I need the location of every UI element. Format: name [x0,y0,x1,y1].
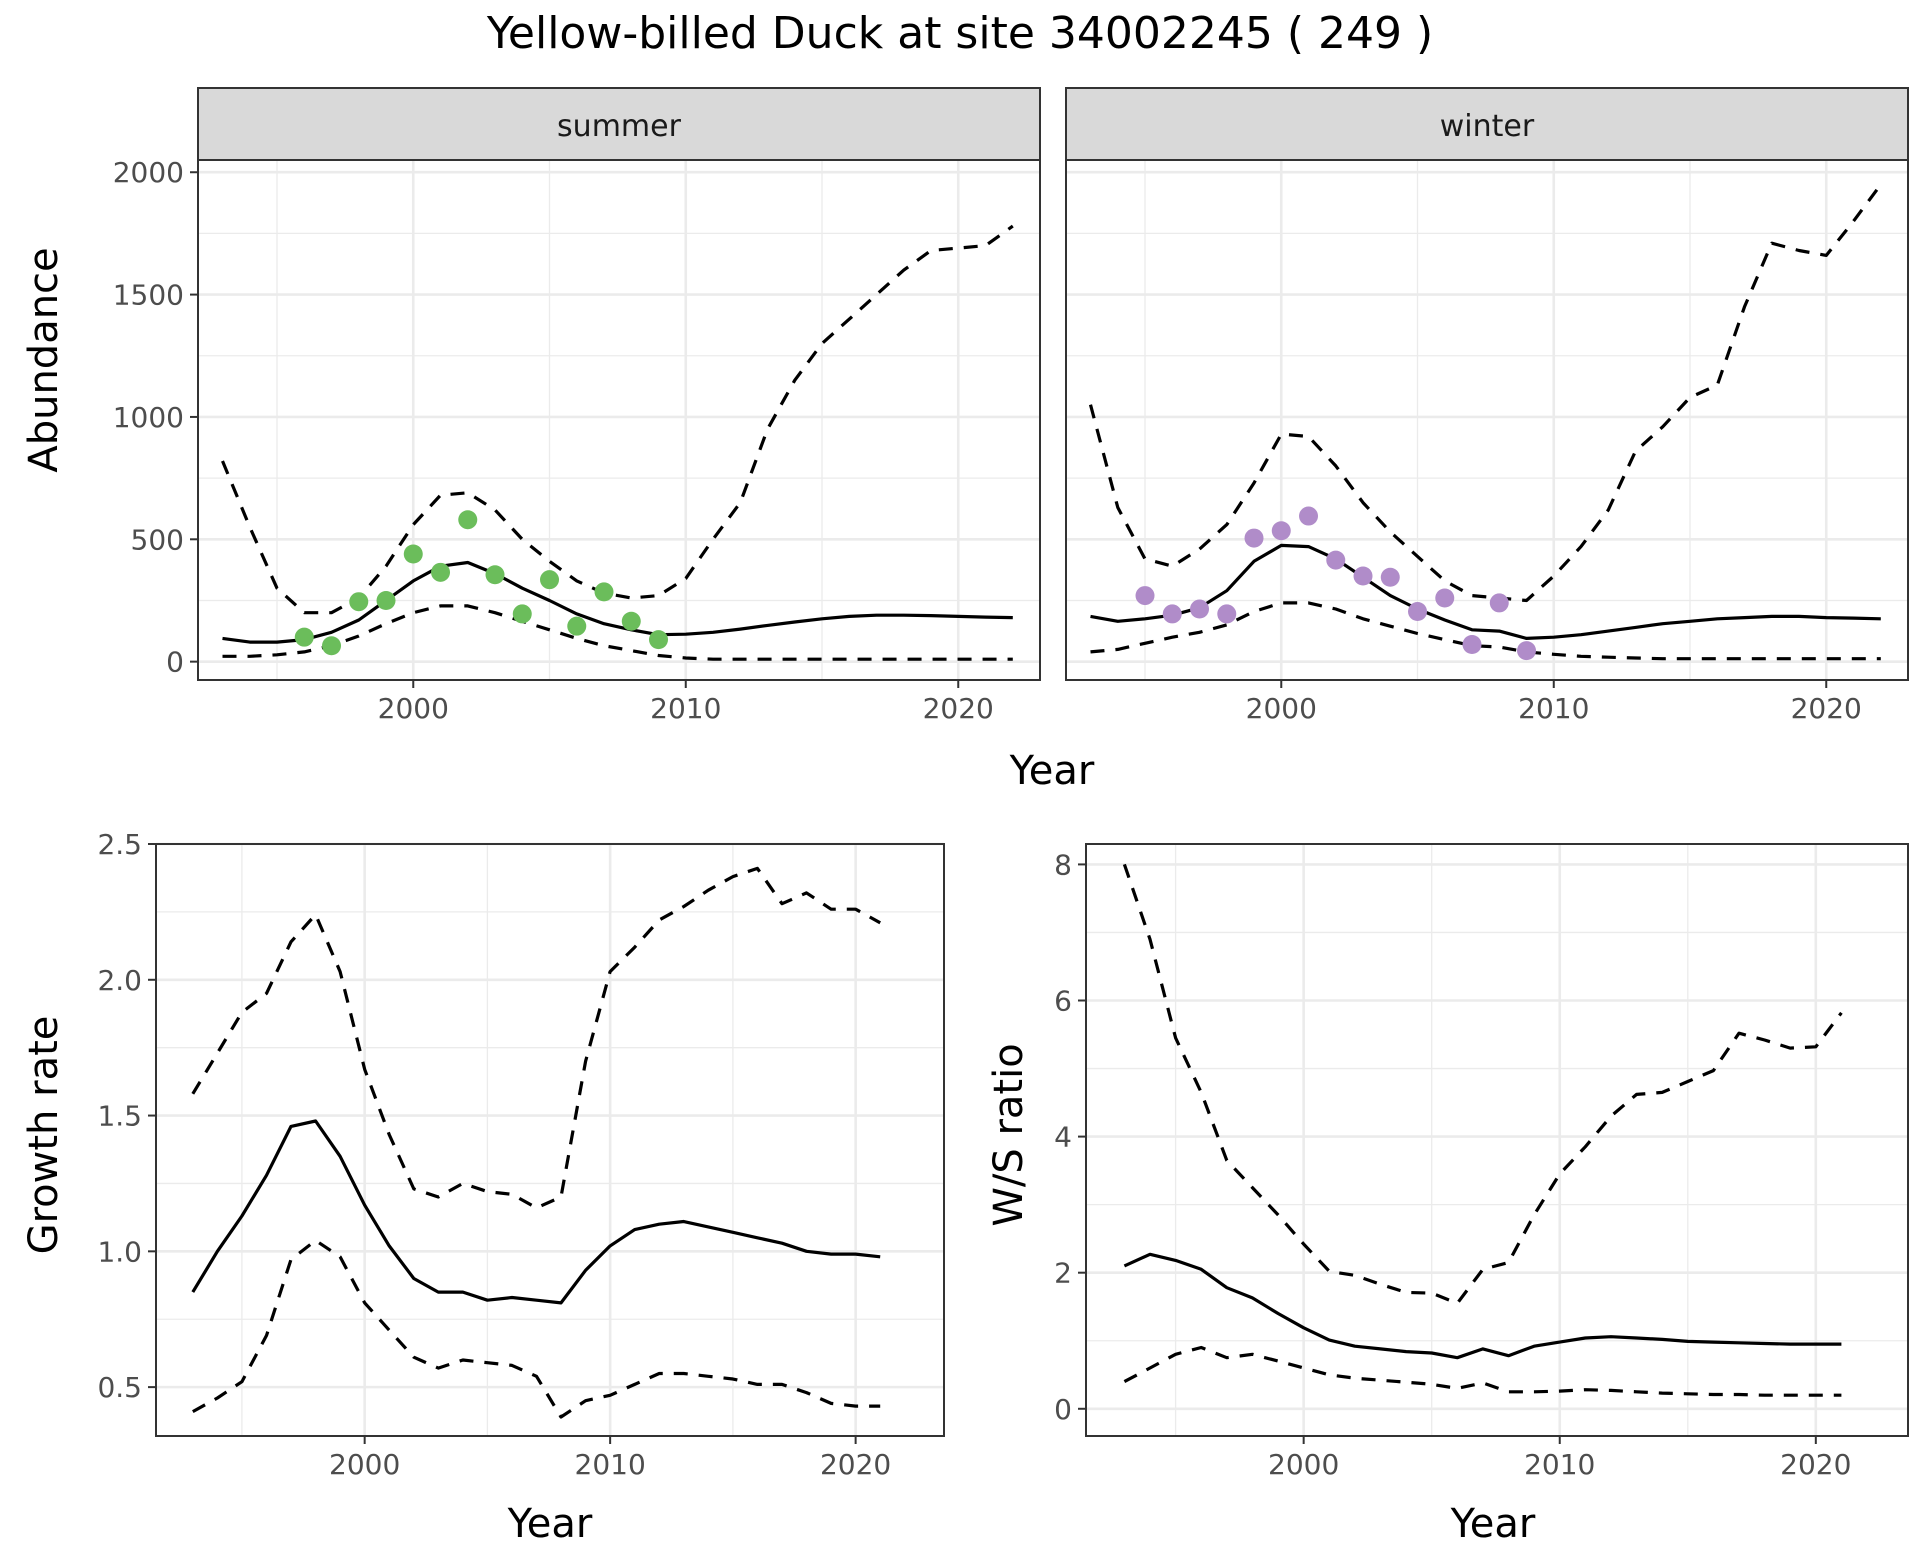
x-tick-label-summer: 2000 [378,692,449,725]
series-upper-line-ratio [1122,863,1843,1305]
x-tick-label-winter: 2010 [1518,692,1589,725]
y-tick-label-ratio: 4 [1054,1121,1072,1154]
y-axis-title-growth-rate: Growth rate [21,1016,67,1255]
x-tick-label-growth: 2010 [575,1448,646,1481]
strip-winter: winter [1065,87,1909,161]
y-tick-label-growth: 1.0 [97,1235,142,1268]
series-lower-line-ratio [1123,1345,1842,1397]
x-tick-label-summer: 2020 [923,692,994,725]
panel-summer: 2000 2010 2020 0 500 1000 1500 2000 [113,156,1041,725]
data-point-winter [1244,528,1264,548]
panel-border-growth [155,843,945,1437]
y-tick-label-growth: 2.0 [97,964,142,997]
series-lower-line-growth [192,1238,881,1419]
data-point-summer [649,630,669,650]
data-point-winter [1217,604,1237,624]
data-point-winter [1135,586,1155,606]
data-point-summer [540,570,560,590]
data-point-summer [458,510,478,530]
data-point-winter [1489,593,1509,613]
data-point-summer [431,562,451,582]
series-mean-line-winter [1090,543,1881,640]
y-tick-label-ratio: 6 [1054,985,1072,1018]
y-tick-label-summer: 2000 [113,156,184,189]
y-tick-label-ratio: 8 [1054,848,1072,881]
strip-label-winter: winter [1440,109,1535,144]
data-point-winter [1408,601,1428,621]
x-tick-label-winter: 2020 [1791,692,1862,725]
y-tick-label-summer: 1000 [113,401,184,434]
x-tick-label-ratio: 2010 [1524,1448,1595,1481]
series-mean-line-ratio [1123,1252,1842,1360]
data-point-summer [349,592,369,612]
data-point-winter [1517,641,1537,661]
y-tick-label-summer: 0 [166,646,184,679]
data-point-winter [1299,506,1319,526]
y-axis-title-ws-ratio: W/S ratio [986,1043,1032,1226]
data-point-winter [1353,566,1373,586]
data-point-winter [1271,521,1291,541]
data-point-winter [1462,635,1482,655]
data-point-summer [594,582,614,602]
series-upper-line-winter [1088,183,1883,603]
y-tick-label-summer: 500 [131,523,184,556]
data-point-winter [1380,567,1400,587]
x-axis-title-ratio: Year [1450,1501,1536,1547]
panel-growth-rate: 2000 2010 2020 0.5 1.0 1.5 2.0 2.5 [97,828,945,1481]
data-point-summer [567,616,587,636]
x-tick-label-winter: 2000 [1246,692,1317,725]
strip-label-summer: summer [557,109,682,144]
x-tick-label-ratio: 2020 [1780,1448,1851,1481]
x-axis-title-growth: Year [507,1501,593,1547]
series-mean-line-summer [222,560,1013,644]
y-tick-label-growth: 1.5 [97,1100,142,1133]
series-lower-line-summer [222,604,1013,661]
series-upper-line-summer [221,224,1014,615]
series-upper-line-growth [191,866,881,1210]
y-axis-title-abundance: Abundance [21,247,67,472]
panel-ws-ratio: 2000 2010 2020 0 2 4 6 8 [1054,843,1909,1481]
y-tick-label-growth: 2.5 [97,828,142,861]
panel-border-ratio [1085,843,1909,1437]
y-tick-label-summer: 1500 [113,279,184,312]
series-mean-line-growth [191,1119,881,1305]
y-tick-label-ratio: 0 [1054,1393,1072,1426]
data-point-winter [1435,588,1455,608]
data-point-summer [485,565,505,585]
data-point-summer [403,544,423,564]
data-point-summer [512,604,532,624]
x-tick-label-summer: 2010 [650,692,721,725]
series-lower-line-winter [1090,601,1881,661]
panel-border-summer [197,159,1041,681]
data-point-summer [376,590,396,610]
chart-title: Yellow-billed Duck at site 34002245 ( 24… [486,8,1433,59]
x-tick-label-growth: 2000 [329,1448,400,1481]
panel-winter: 2000 2010 2020 [1065,159,1909,725]
panel-border-winter [1065,159,1909,681]
data-point-winter [1162,604,1182,624]
y-tick-label-growth: 0.5 [97,1371,142,1404]
data-point-summer [621,611,641,631]
x-axis-title-top: Year [1009,748,1095,794]
data-point-winter [1326,550,1346,570]
data-point-winter [1190,599,1210,619]
x-tick-label-ratio: 2000 [1268,1448,1339,1481]
strip-summer: summer [197,87,1041,161]
x-tick-label-growth: 2020 [820,1448,891,1481]
data-point-summer [322,636,342,656]
data-point-summer [294,627,314,647]
y-tick-label-ratio: 2 [1054,1257,1072,1290]
